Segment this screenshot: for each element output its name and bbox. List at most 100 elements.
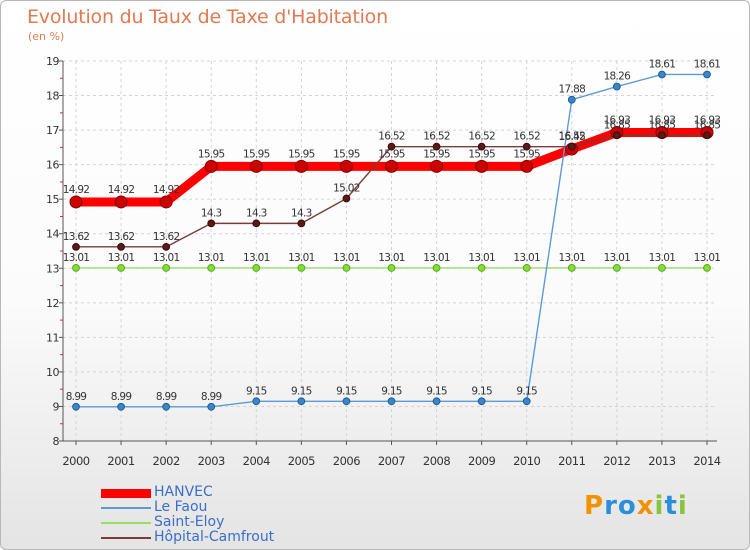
data-point-saint-eloy — [252, 264, 261, 272]
data-label-saint-eloy: 13.01 — [694, 252, 721, 264]
data-label-hopital-camfrout: 14.3 — [291, 207, 312, 219]
data-label-hanvec: 15.95 — [378, 148, 405, 160]
data-label-hanvec: 15.95 — [468, 148, 495, 160]
data-point-hopital-camfrout — [252, 219, 261, 228]
data-point-le-faou — [297, 397, 306, 406]
data-label-hanvec: 16.93 — [649, 115, 676, 127]
data-label-le-faou: 9.15 — [291, 385, 312, 397]
data-point-saint-eloy — [432, 264, 441, 272]
data-label-le-faou: 18.26 — [604, 71, 632, 83]
y-tick-label: 13 — [46, 262, 59, 275]
data-label-hopital-camfrout: 14.3 — [246, 207, 267, 219]
y-tick-label: 16 — [46, 159, 59, 172]
y-tick-label: 19 — [46, 55, 59, 68]
data-label-hopital-camfrout: 16.52 — [513, 131, 540, 143]
data-point-le-faou — [612, 82, 621, 91]
x-tick-label: 2005 — [288, 454, 315, 468]
data-point-hopital-camfrout — [342, 194, 351, 203]
legend-label: Le Faou — [154, 499, 208, 515]
data-label-saint-eloy: 13.01 — [198, 252, 225, 264]
data-label-hopital-camfrout: 16.52 — [378, 131, 405, 143]
x-tick-label: 2014 — [693, 454, 720, 468]
data-label-hanvec: 16.93 — [694, 115, 721, 127]
data-point-saint-eloy — [522, 264, 531, 272]
data-point-saint-eloy — [72, 264, 80, 272]
data-point-le-faou — [658, 70, 666, 79]
data-point-hanvec — [294, 159, 308, 173]
data-label-le-faou: 9.15 — [426, 385, 447, 397]
data-point-le-faou — [117, 402, 125, 411]
data-label-hopital-camfrout: 16.85 — [604, 119, 631, 131]
data-label-saint-eloy: 13.01 — [604, 252, 631, 264]
data-label-le-faou: 8.99 — [201, 391, 222, 403]
data-point-hanvec — [69, 195, 83, 209]
data-point-hopital-camfrout — [612, 131, 621, 140]
data-label-hopital-camfrout: 13.62 — [108, 231, 135, 243]
logo-letter: i — [677, 491, 688, 521]
data-label-hanvec: 15.95 — [243, 148, 270, 160]
x-tick-label: 2012 — [603, 454, 630, 468]
data-label-le-faou: 18.61 — [694, 58, 721, 70]
data-point-saint-eloy — [567, 264, 576, 272]
logo-letter: r — [604, 491, 618, 521]
data-label-hanvec: 15.95 — [423, 148, 450, 160]
y-tick-label: 11 — [46, 331, 59, 344]
data-point-hopital-camfrout — [207, 219, 216, 228]
data-point-hanvec — [339, 159, 353, 173]
data-label-hanvec: 14.92 — [63, 184, 90, 196]
logo-letter: P — [584, 491, 605, 521]
data-label-hanvec: 15.95 — [288, 148, 315, 160]
data-label-hanvec: 14.92 — [153, 184, 180, 196]
data-label-hanvec: 15.95 — [333, 148, 360, 160]
data-label-saint-eloy: 13.01 — [559, 252, 586, 264]
x-tick-label: 2007 — [378, 454, 405, 468]
data-point-saint-eloy — [117, 264, 125, 272]
data-point-le-faou — [72, 402, 80, 411]
data-point-le-faou — [477, 397, 486, 406]
data-label-hanvec: 15.95 — [513, 148, 540, 160]
data-label-le-faou: 8.99 — [111, 391, 132, 403]
data-label-saint-eloy: 13.01 — [333, 252, 360, 264]
data-point-hopital-camfrout — [703, 131, 711, 140]
chart-title: Evolution du Taux de Taxe d'Habitation — [27, 6, 388, 28]
legend-swatch — [101, 507, 151, 509]
x-tick-label: 2006 — [333, 454, 360, 468]
data-label-le-faou: 9.15 — [471, 385, 492, 397]
y-tick-label: 18 — [46, 90, 59, 103]
y-tick-label: 9 — [53, 400, 60, 413]
data-point-hanvec — [249, 159, 263, 173]
data-label-hanvec: 15.95 — [198, 148, 225, 160]
data-label-le-faou: 9.15 — [336, 385, 357, 397]
y-tick-label: 10 — [46, 366, 59, 379]
y-tick-label: 15 — [46, 193, 59, 206]
x-tick-label: 2002 — [153, 454, 180, 468]
legend-label: Saint-Eloy — [154, 514, 225, 530]
data-point-hanvec — [204, 159, 218, 173]
data-point-hopital-camfrout — [387, 142, 396, 151]
data-point-saint-eloy — [162, 264, 171, 272]
data-label-le-faou: 8.99 — [66, 391, 87, 403]
y-tick-label: 17 — [46, 124, 59, 137]
data-point-hopital-camfrout — [297, 219, 306, 228]
data-label-hopital-camfrout: 16.52 — [468, 131, 495, 143]
data-label-hopital-camfrout: 16.52 — [423, 131, 450, 143]
data-point-saint-eloy — [207, 264, 216, 272]
logo-letter: t — [664, 491, 678, 521]
x-tick-label: 2011 — [558, 454, 585, 468]
data-point-hopital-camfrout — [658, 131, 666, 140]
data-point-le-faou — [567, 95, 576, 104]
data-label-le-faou: 17.88 — [559, 84, 586, 96]
data-label-le-faou: 18.61 — [649, 58, 676, 70]
data-label-saint-eloy: 13.01 — [243, 252, 270, 264]
legend-label: HANVEC — [154, 484, 213, 500]
chart-unit: (en %) — [28, 30, 65, 43]
data-label-hanvec: 14.92 — [108, 184, 135, 196]
x-tick-label: 2008 — [423, 454, 450, 468]
data-point-le-faou — [162, 402, 171, 411]
data-point-hopital-camfrout — [567, 142, 576, 151]
data-label-le-faou: 8.99 — [156, 391, 177, 403]
data-label-saint-eloy: 13.01 — [63, 252, 90, 264]
data-point-hanvec — [520, 159, 534, 173]
data-point-hopital-camfrout — [72, 242, 80, 251]
